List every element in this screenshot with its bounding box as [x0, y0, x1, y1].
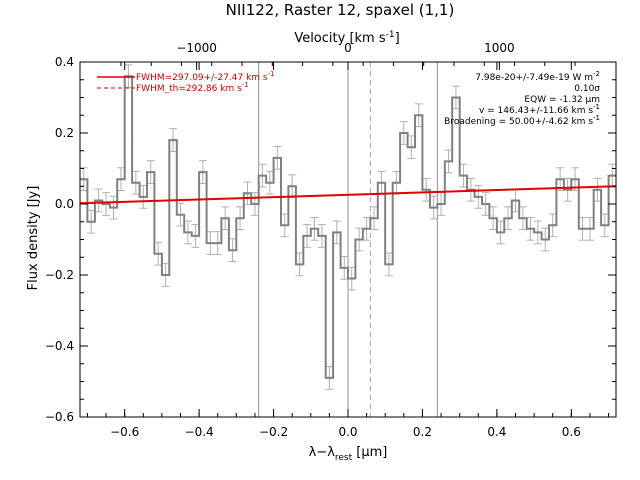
- y-axis-label: Flux density [Jy]: [26, 186, 41, 291]
- x-tick-label: −0.6: [110, 425, 139, 439]
- x-tick-label: 0.4: [487, 425, 506, 439]
- x-tick-label: 0.0: [338, 425, 357, 439]
- top-tick-label: 1000: [484, 41, 515, 55]
- axes: [79, 61, 617, 418]
- reference-lines: [258, 62, 438, 417]
- y-tick-label: 0.0: [55, 197, 74, 211]
- tick-labels: −0.6 −0.4 −0.2 0.0 0.2 0.4 0.6 −1000 0 1000 −0.6 −0…: [45, 41, 581, 439]
- y-tick-label: −0.6: [45, 410, 74, 424]
- x-tick-label: 0.6: [562, 425, 581, 439]
- y-tick-label: −0.2: [45, 268, 74, 282]
- annotation-sigma: 0.10σ: [574, 84, 600, 94]
- y-tick-label: 0.4: [55, 55, 74, 69]
- legend-label-fwhm-th: FWHM_th=292.86 km s-1: [136, 81, 249, 94]
- top-axis-label: Velocity [km s-1]: [294, 30, 399, 46]
- annotation-eqw: EQW = -1.32 μm: [524, 95, 600, 105]
- top-tick-label: 0: [344, 41, 352, 55]
- fit-line: [79, 185, 617, 205]
- annotation-velocity: v = 146.43+/-11.66 km s-1: [479, 103, 600, 116]
- y-tick-label: 0.2: [55, 126, 74, 140]
- y-tick-label: −0.4: [45, 339, 74, 353]
- fit-annotations: 7.98e-20+/-7.49e-19 W m-2 0.10σ EQW = -1…: [444, 70, 600, 127]
- series-layer: [79, 75, 617, 379]
- x-tick-label: −0.2: [259, 425, 288, 439]
- top-tick-label: −1000: [176, 41, 217, 55]
- annotation-flux: 7.98e-20+/-7.49e-19 W m-2: [475, 70, 600, 83]
- legend-label-fwhm: FWHM=297.09+/-27.47 km s-1: [136, 70, 275, 83]
- chart-title: NII122, Raster 12, spaxel (1,1): [226, 1, 455, 19]
- spectrum-step-line: [80, 75, 616, 379]
- x-tick-label: 0.2: [413, 425, 432, 439]
- x-tick-label: −0.4: [185, 425, 214, 439]
- x-axis-label: λ−λrest [μm]: [309, 445, 388, 463]
- annotation-broadening: Broadening = 50.00+/-4.62 km s-1: [444, 114, 600, 127]
- legend: FWHM=297.09+/-27.47 km s-1 FWHM_th=292.8…: [97, 70, 275, 94]
